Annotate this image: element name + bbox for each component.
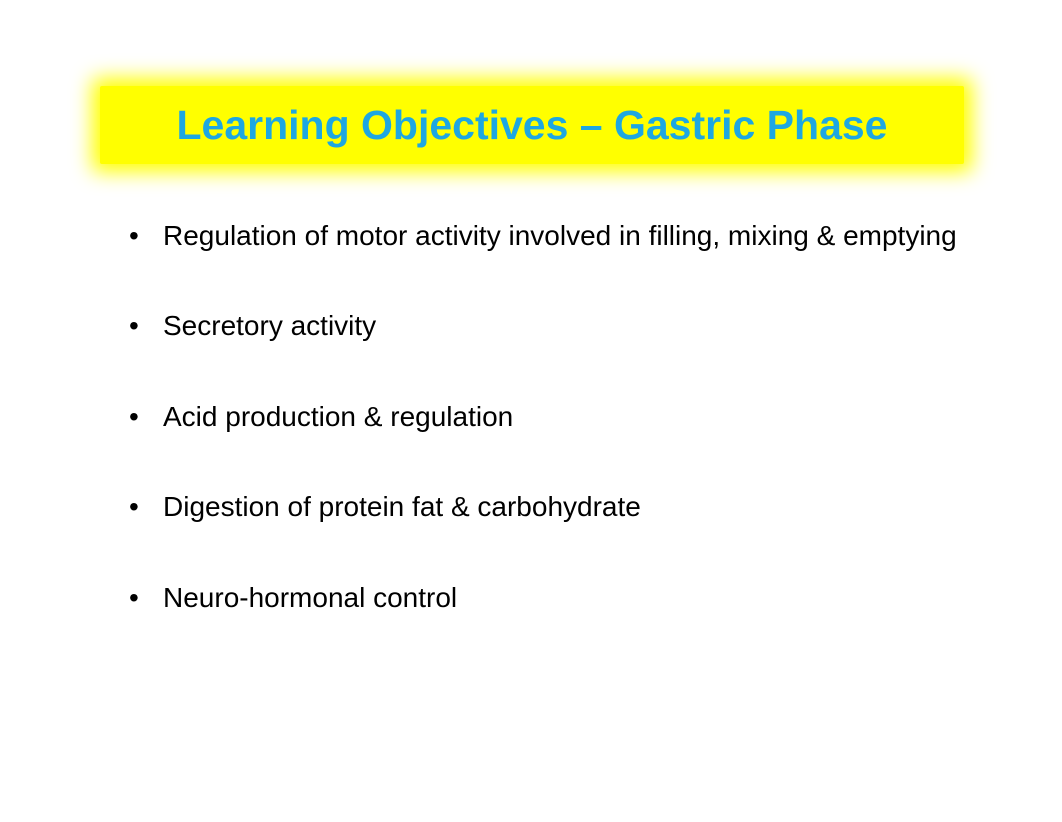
list-item: • Digestion of protein fat & carbohydrat… [123, 489, 963, 525]
bullet-text: Acid production & regulation [163, 399, 963, 435]
bullet-icon: • [123, 489, 163, 525]
bullet-icon: • [123, 580, 163, 616]
list-item: • Neuro-hormonal control [123, 580, 963, 616]
list-item: • Secretory activity [123, 308, 963, 344]
list-item: • Regulation of motor activity involved … [123, 218, 963, 254]
bullet-text: Secretory activity [163, 308, 963, 344]
bullet-icon: • [123, 399, 163, 435]
slide-title: Learning Objectives – Gastric Phase [177, 102, 888, 149]
bullet-text: Digestion of protein fat & carbohydrate [163, 489, 963, 525]
list-item: • Acid production & regulation [123, 399, 963, 435]
bullet-text: Neuro-hormonal control [163, 580, 963, 616]
bullet-icon: • [123, 308, 163, 344]
bullet-icon: • [123, 218, 163, 254]
bullet-list: • Regulation of motor activity involved … [123, 218, 963, 670]
slide-title-container: Learning Objectives – Gastric Phase [92, 78, 972, 172]
bullet-text: Regulation of motor activity involved in… [163, 218, 963, 254]
